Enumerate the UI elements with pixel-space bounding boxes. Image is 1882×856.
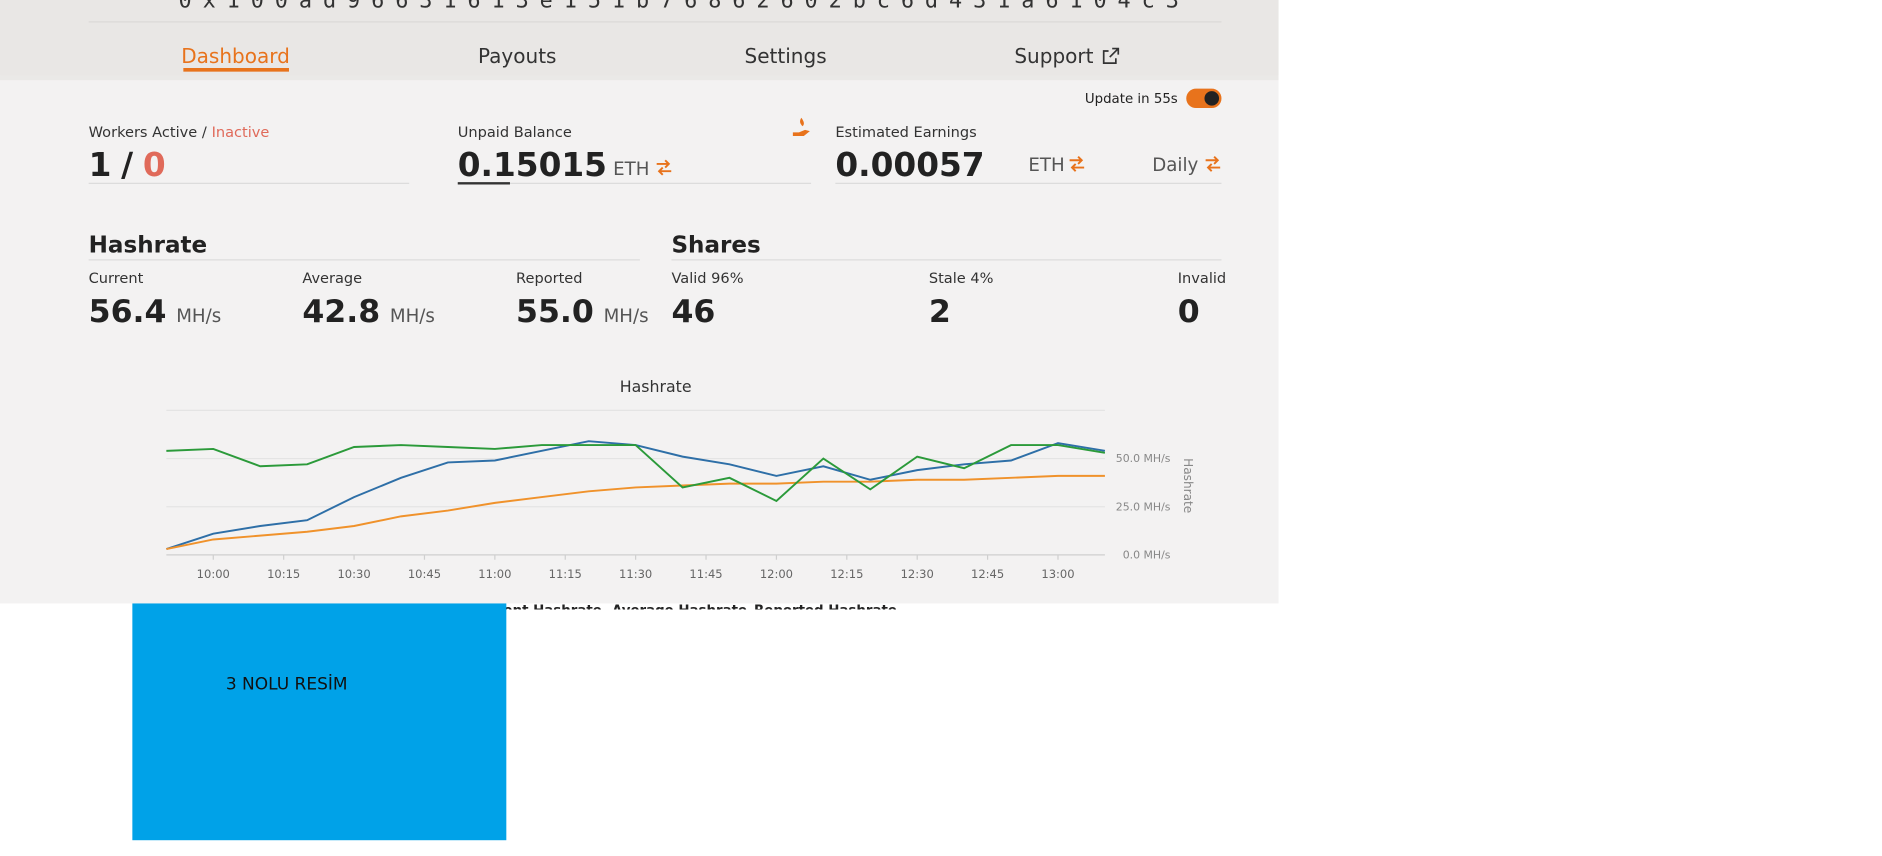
workers-label: Workers Active / [89, 124, 207, 141]
y-tick-label: 50.0 MH/s [1116, 452, 1171, 465]
section-title: Hashrate [89, 233, 208, 259]
y-tick-label: 25.0 MH/s [1116, 500, 1171, 513]
nav-tab[interactable]: Payouts [478, 44, 557, 68]
series-line [166, 444, 1106, 503]
workers-separator: / [121, 146, 133, 184]
legend-entry: Reported Hashrate [754, 603, 897, 618]
hand-coin-icon [792, 117, 810, 136]
stat-label: Current [89, 270, 144, 287]
x-tick-label: 13:00 [1041, 567, 1074, 581]
stat-value: 46 [671, 294, 715, 330]
panel [0, 0, 1279, 604]
x-tick-label: 10:15 [267, 567, 300, 581]
x-tick-label: 10:30 [337, 567, 370, 581]
nav-tab[interactable]: Settings [745, 44, 827, 68]
estimated-unit: ETH [1028, 155, 1064, 176]
nav-tab[interactable]: Dashboard [181, 44, 290, 68]
x-tick-label: 12:30 [901, 567, 934, 581]
stat-value: 2 [929, 294, 951, 330]
x-tick-label: 12:45 [971, 567, 1004, 581]
stat-value: 42.8 [302, 294, 380, 330]
x-tick-label: 11:30 [619, 567, 652, 581]
icon-path [1205, 155, 1221, 172]
stat-unit: MH/s [390, 306, 435, 327]
stat-label: Valid 96% [671, 270, 743, 287]
currency-swap-icon[interactable] [1205, 155, 1221, 172]
unpaid-label: Unpaid Balance [458, 124, 572, 141]
workers-inactive-label: Inactive [212, 124, 270, 141]
stat-label: Invalid [1178, 270, 1226, 287]
stat-unit: MH/s [604, 306, 649, 327]
y-axis-title: Hashrate [1181, 458, 1195, 513]
stat-unit: MH/s [176, 306, 221, 327]
x-tick-label: 10:00 [197, 567, 230, 581]
section-title: Shares [671, 233, 760, 259]
currency-swap-icon[interactable] [1069, 155, 1085, 172]
x-tick-label: 11:15 [549, 567, 582, 581]
workers-active: 1 [89, 146, 112, 184]
unpaid-value: 0.15015 [458, 146, 607, 184]
series-line [166, 474, 1105, 551]
icon-path [1069, 155, 1085, 172]
stat-label: Reported [516, 270, 582, 287]
nav-active-underline [183, 67, 289, 72]
workers-inactive: 0 [143, 146, 166, 184]
estimated-period: Daily [1152, 155, 1198, 176]
wallet-address: 0x100ad96631613e151b76862602bc6d431a6104… [178, 0, 1189, 13]
estimated-label: Estimated Earnings [835, 124, 976, 141]
currency-swap-icon[interactable] [656, 159, 672, 176]
stat-value: 0 [1178, 294, 1200, 330]
overlay-label: 3 NOLU RESİM [226, 674, 348, 695]
stat-value: 55.0 [516, 294, 594, 330]
update-countdown: Update in 55s [1085, 92, 1178, 107]
overlay-image [132, 603, 507, 841]
x-tick-label: 10:45 [408, 567, 441, 581]
content: 0x100ad96631613e151b76862602bc6d431a6104… [89, 0, 1227, 581]
header-bar [0, 0, 1279, 76]
x-tick-label: 12:00 [760, 567, 793, 581]
toggle-knob [1204, 91, 1220, 106]
header-shadow [0, 75, 1279, 81]
x-tick-label: 11:45 [689, 567, 722, 581]
x-tick-label: 11:00 [478, 567, 511, 581]
stat-label: Stale 4% [929, 270, 994, 287]
external-link-icon [1102, 47, 1120, 64]
unpaid-unit: ETH [613, 159, 649, 180]
estimated-value: 0.00057 [835, 146, 984, 184]
stat-value: 56.4 [89, 294, 167, 330]
legend: Current Hashrate Average Hashrate Reported… [471, 603, 897, 618]
legend-entry: Average Hashrate [612, 603, 747, 618]
chart-title: Hashrate [620, 377, 692, 396]
workers-value: 1/ 0 [89, 146, 166, 184]
y-tick-label: 0.0 MH/s [1123, 549, 1171, 562]
stat-label: Average [302, 270, 362, 287]
nav-tab[interactable]: Support [1014, 44, 1093, 68]
x-tick-label: 12:15 [830, 567, 863, 581]
legend-entry: Current Hashrate [471, 603, 602, 618]
icon-path [656, 159, 672, 176]
